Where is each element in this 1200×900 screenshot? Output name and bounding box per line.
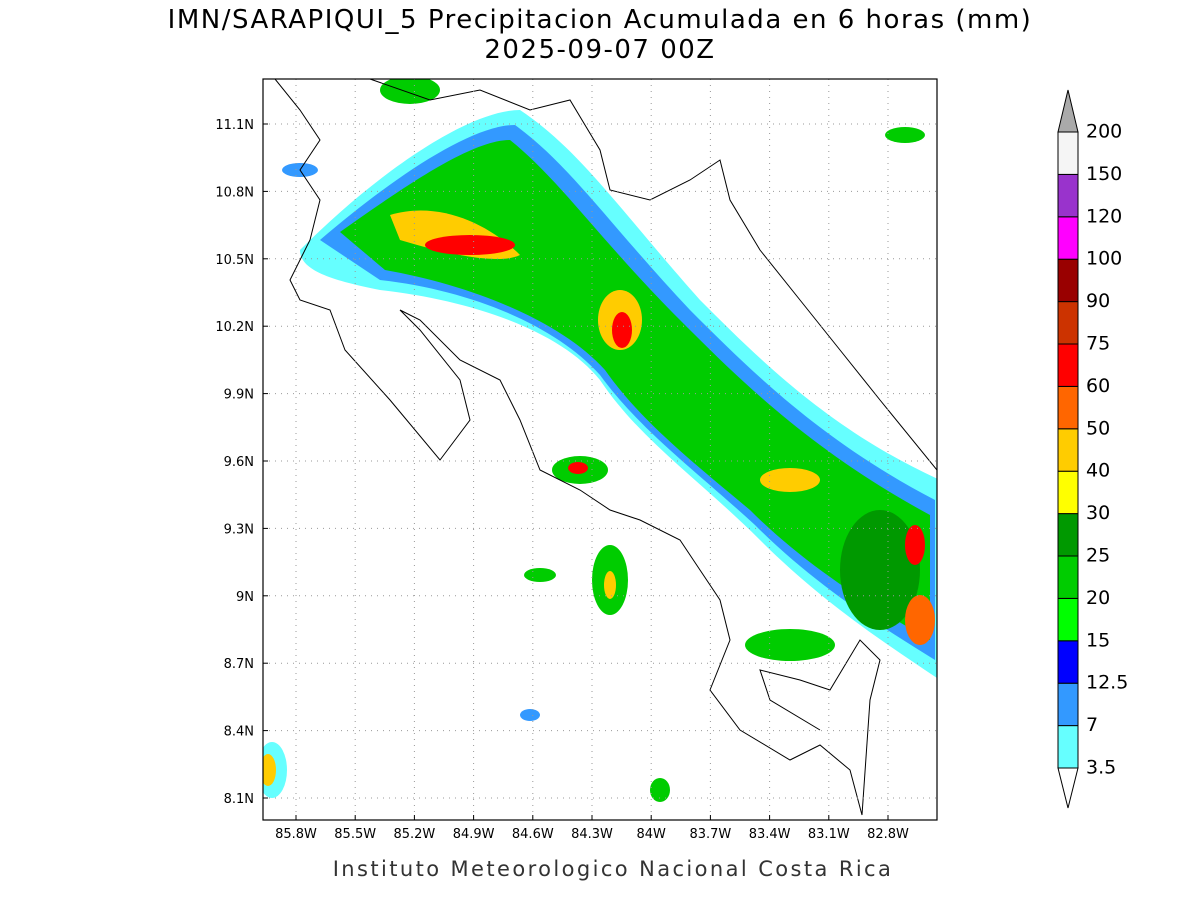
colorbar-segment <box>1057 343 1079 387</box>
lat-tick-label: 9.6N <box>224 455 254 470</box>
footer: Instituto Meteorologico Nacional Costa R… <box>333 857 894 881</box>
colorbar-segment <box>1057 470 1079 515</box>
lon-tick-label: 83.4W <box>749 827 791 842</box>
coastline <box>274 79 937 816</box>
lat-tick-label: 10.8N <box>215 185 254 200</box>
subtitle: 2025-09-07 00Z <box>484 35 715 65</box>
colorbar-segment <box>1057 428 1079 472</box>
colorbar-label: 40 <box>1086 460 1110 482</box>
colorbar-segment <box>1057 173 1079 218</box>
lat-tick-label: 8.4N <box>224 725 254 740</box>
colorbar-label: 7 <box>1086 714 1098 736</box>
colorbar-label: 3.5 <box>1086 757 1116 779</box>
map-area <box>262 78 938 821</box>
colorbar-label: 120 <box>1086 205 1122 227</box>
precip-field <box>263 79 937 802</box>
lon-tick-label: 83.7W <box>689 827 731 842</box>
colorbar-below <box>1057 767 1079 809</box>
lon-tick-label: 85.8W <box>275 827 317 842</box>
colorbar-segment <box>1057 640 1079 684</box>
colorbar-label: 25 <box>1086 545 1110 567</box>
colorbar-label: 90 <box>1086 290 1110 312</box>
lat-tick-label: 10.2N <box>215 320 254 335</box>
lon-tick-label: 84.6W <box>512 827 554 842</box>
graticule <box>263 79 937 820</box>
lon-tick-label: 84.9W <box>453 827 495 842</box>
colorbar-above <box>1057 89 1079 133</box>
colorbar-label: 60 <box>1086 375 1110 397</box>
colorbar-label: 50 <box>1086 417 1110 439</box>
colorbar-segment <box>1057 258 1079 303</box>
lat-tick-label: 8.1N <box>224 792 254 807</box>
lat-tick-label: 9N <box>236 590 254 605</box>
lon-tick-label: 84.3W <box>571 827 613 842</box>
lon-tick-label: 82.8W <box>867 827 909 842</box>
colorbar-segment <box>1057 597 1079 642</box>
colorbar: 3.5 7 12.5 15 20 25 30 40 50 60 75 90 100 120 150 200 <box>1057 89 1128 809</box>
lat-tick-label: 10.5N <box>215 253 254 268</box>
colorbar-segment <box>1057 555 1079 599</box>
colorbar-segment <box>1057 725 1079 769</box>
lon-tick-label: 84W <box>636 827 666 842</box>
lat-tick-label: 11.1N <box>215 118 254 133</box>
colorbar-segment <box>1057 131 1079 175</box>
colorbar-segment <box>1057 513 1079 557</box>
lon-tick-label: 85.5W <box>334 827 376 842</box>
colorbar-segment <box>1057 385 1079 430</box>
lon-tick-label: 83.1W <box>808 827 850 842</box>
lon-tick-label: 85.2W <box>393 827 435 842</box>
colorbar-label: 30 <box>1086 502 1110 524</box>
lat-tick-label: 9.3N <box>224 522 254 537</box>
axis-labels: 85.8W 85.5W 85.2W 84.9W 84.6W 84.3W 84W 83.7W 83… <box>215 118 909 842</box>
colorbar-label: 150 <box>1086 163 1122 185</box>
colorbar-label: 12.5 <box>1086 672 1128 694</box>
colorbar-label: 75 <box>1086 333 1110 355</box>
map-frame <box>262 78 938 821</box>
title: IMN/SARAPIQUI_5 Precipitacion Acumulada … <box>168 5 1033 35</box>
colorbar-segment <box>1057 301 1079 345</box>
colorbar-segment <box>1057 216 1079 260</box>
colorbar-label: 100 <box>1086 248 1122 270</box>
colorbar-label: 15 <box>1086 629 1110 651</box>
colorbar-segment <box>1057 682 1079 727</box>
colorbar-label: 200 <box>1086 121 1122 143</box>
colorbar-label: 20 <box>1086 587 1110 609</box>
lat-tick-label: 9.9N <box>224 388 254 403</box>
lat-tick-label: 8.7N <box>224 657 254 672</box>
